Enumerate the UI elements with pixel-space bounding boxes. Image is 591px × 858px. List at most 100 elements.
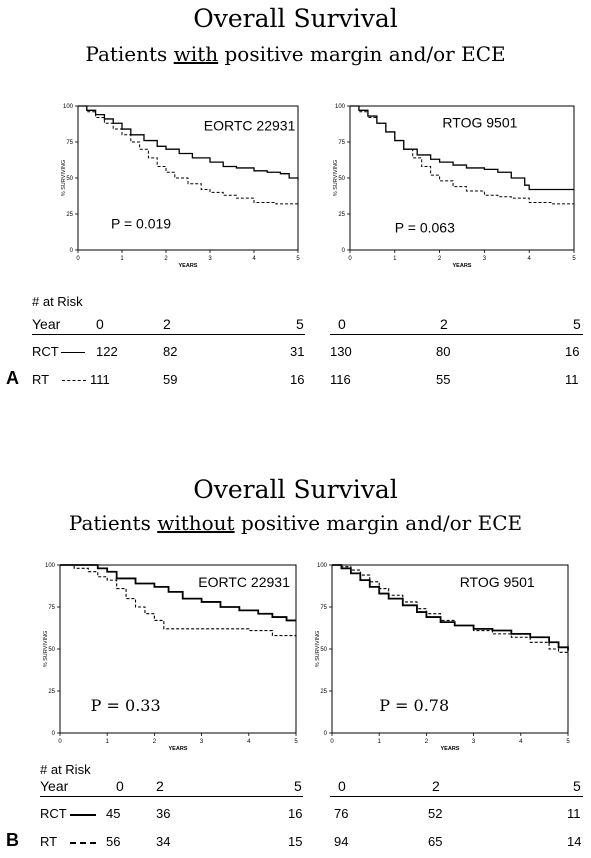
panel-b-letter: B <box>6 830 19 850</box>
x-tick-label: 4 <box>252 256 256 262</box>
risk-year-2: 2 <box>432 778 440 794</box>
risk-year-2: 2 <box>156 778 164 794</box>
chart-b-rtog: 0 25 50 75 100 0 1 2 3 4 5 YEARS % SURVIVING RTOG 950… <box>315 563 570 752</box>
legend-solid-line <box>70 814 96 816</box>
chart-b-eortc: 0 25 50 75 100 0 1 2 3 4 5 YEARS % SURVIVING EORTC 22… <box>43 563 298 752</box>
legend-dashed-line <box>70 842 96 844</box>
panel-b-subtitle-pre: Patients <box>68 511 158 535</box>
risk-divider <box>330 796 583 797</box>
legend-solid-line <box>61 352 85 353</box>
x-tick-label: 4 <box>519 739 523 745</box>
x-tick-label: 1 <box>120 256 124 262</box>
risk-value: 52 <box>428 806 443 821</box>
risk-year-0: 0 <box>96 316 104 332</box>
x-tick-label: 0 <box>330 739 334 745</box>
x-axis-label: YEARS <box>453 263 472 269</box>
x-tick-label: 1 <box>393 256 397 262</box>
risk-value: 15 <box>288 834 303 849</box>
x-tick-label: 5 <box>294 739 298 745</box>
y-tick-label: 75 <box>338 140 345 146</box>
chart-a-eortc: 0 25 50 75 100 0 1 2 3 4 5 YEARS % SURVIVING EORTC 22… <box>61 104 300 269</box>
risk-year-2: 2 <box>163 316 171 332</box>
x-axis-label: YEARS <box>169 746 188 752</box>
risk-value: 94 <box>334 834 349 849</box>
risk-row-label-rct: RCT <box>40 806 67 821</box>
x-tick-label: 2 <box>164 256 168 262</box>
x-tick-label: 5 <box>296 256 300 262</box>
risk-value: 45 <box>106 806 121 821</box>
risk-value: 76 <box>334 806 349 821</box>
panel-b-subtitle: Patients without positive margin and/or … <box>0 511 591 535</box>
x-tick-label: 0 <box>76 256 80 262</box>
risk-year-0: 0 <box>116 778 124 794</box>
risk-value: 55 <box>436 372 451 387</box>
panel-a-title: Overall Survival <box>193 4 398 33</box>
risk-value: 111 <box>90 372 110 387</box>
risk-divider <box>32 334 305 335</box>
risk-year-5: 5 <box>573 316 581 332</box>
panel-a-subtitle-underlined: with <box>173 42 219 66</box>
risk-row-label-rt: RT <box>32 372 50 387</box>
panel-b-title: Overall Survival <box>193 475 398 504</box>
y-tick-label: 75 <box>48 605 55 611</box>
panel-b-subtitle-underlined: without <box>157 511 235 535</box>
risk-header: # at Risk <box>32 294 83 309</box>
y-tick-label: 0 <box>342 248 346 254</box>
risk-value: 31 <box>290 344 305 359</box>
risk-value: 65 <box>428 834 443 849</box>
risk-value: 122 <box>96 344 118 359</box>
risk-value: 16 <box>288 806 303 821</box>
x-tick-label: 3 <box>483 256 487 262</box>
series-line-rt <box>60 564 297 638</box>
chart-title: EORTC 22931 <box>204 117 296 133</box>
y-axis-label: % SURVIVING <box>333 160 339 197</box>
risk-value: 80 <box>436 344 451 359</box>
y-tick-label: 100 <box>335 104 346 110</box>
p-value-annotation: P = 0.33 <box>91 696 161 715</box>
risk-value: 59 <box>163 372 178 387</box>
y-tick-label: 100 <box>317 563 328 569</box>
p-value-annotation: P = 0.019 <box>111 215 171 231</box>
risk-year-label: Year <box>32 316 61 332</box>
risk-value: 14 <box>567 834 582 849</box>
risk-year-label: Year <box>40 778 69 794</box>
risk-value: 36 <box>156 806 171 821</box>
y-tick-label: 100 <box>45 563 56 569</box>
y-axis-label: % SURVIVING <box>315 631 321 668</box>
panel-a-subtitle-pre: Patients <box>85 42 174 66</box>
y-tick-label: 75 <box>320 605 327 611</box>
x-axis-label: YEARS <box>441 746 460 752</box>
risk-year-0: 0 <box>338 778 346 794</box>
y-tick-label: 0 <box>52 731 56 737</box>
p-value-annotation: P = 0.063 <box>395 220 455 236</box>
panel-a-subtitle: Patients with positive margin and/or ECE <box>0 42 591 66</box>
x-tick-label: 1 <box>106 739 110 745</box>
x-tick-label: 3 <box>208 256 212 262</box>
risk-row-label-rct: RCT <box>32 344 59 359</box>
y-tick-label: 0 <box>70 248 74 254</box>
y-axis-label: % SURVIVING <box>61 160 67 197</box>
risk-value: 56 <box>106 834 121 849</box>
x-tick-label: 0 <box>58 739 62 745</box>
risk-value: 82 <box>163 344 178 359</box>
risk-year-0: 0 <box>338 316 346 332</box>
risk-value: 16 <box>565 344 580 359</box>
x-tick-label: 2 <box>153 739 157 745</box>
risk-value: 116 <box>330 372 351 387</box>
series-line-rt <box>332 564 569 656</box>
chart-a-rtog: 0 25 50 75 100 0 1 2 3 4 5 YEARS % SURVIVING RTOG 950… <box>333 104 576 269</box>
series-line-rct <box>78 105 299 180</box>
panel-a-letter: A <box>6 368 19 388</box>
series-line-rt <box>78 105 298 205</box>
x-tick-label: 3 <box>472 739 476 745</box>
x-tick-label: 2 <box>438 256 442 262</box>
risk-header: # at Risk <box>40 762 91 777</box>
series-line-rct <box>60 564 296 622</box>
risk-divider <box>330 334 583 335</box>
y-tick-label: 25 <box>320 689 327 695</box>
x-tick-label: 2 <box>425 739 429 745</box>
y-tick-label: 50 <box>338 176 345 182</box>
x-tick-label: 5 <box>572 256 576 262</box>
risk-value: 34 <box>156 834 171 849</box>
risk-year-5: 5 <box>296 316 304 332</box>
